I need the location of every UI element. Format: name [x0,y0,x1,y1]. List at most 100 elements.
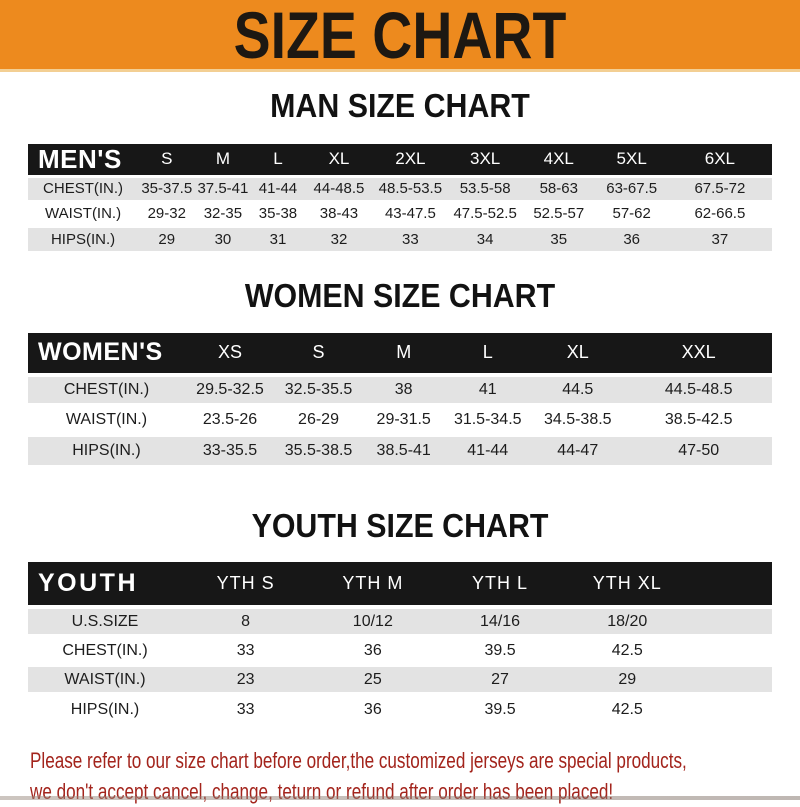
size-value-cell: 35-37.5 [138,174,196,202]
size-column-header: M [362,332,446,375]
size-column-header: XXL [625,332,772,375]
table-row: CHEST(IN.) 33 36 39.5 42.5 [28,634,772,666]
size-column-header: XL [530,332,626,375]
row-label: WAIST(IN.) [28,663,182,695]
bottom-edge-line [0,796,800,800]
size-value-cell: 36 [309,692,437,724]
size-value-cell: 62-66.5 [667,199,772,227]
youth-header-row: YOUTH YTH S YTH M YTH L YTH XL [28,562,772,608]
size-value-cell: 63-67.5 [595,174,668,202]
size-value-cell: 44-47 [530,432,626,465]
size-column-header: XL [305,143,373,177]
spacer-cell [690,692,772,724]
size-value-cell: 35 [521,224,596,252]
size-chart-banner: SIZE CHART [0,0,800,72]
youth-section: YOUTH SIZE CHART YOUTH YTH S YTH M YTH L YTH… [0,506,800,724]
size-value-cell: 32.5-35.5 [274,372,363,405]
size-column-header: L [250,143,306,177]
size-value-cell: 36 [309,634,437,666]
row-label: HIPS(IN.) [28,692,182,724]
size-value-cell: 37 [667,224,772,252]
size-column-header: M [195,143,251,177]
size-value-cell: 34.5-38.5 [530,402,626,435]
table-corner-label: MEN'S [28,143,139,177]
size-value-cell: 53.5-58 [448,174,522,202]
size-value-cell: 47.5-52.5 [448,199,522,227]
women-header-row: WOMEN'S XS S M L XL XXL [28,332,772,375]
spacer-cell [690,605,772,637]
size-value-cell: 10/12 [309,605,437,637]
size-value-cell: 23 [182,663,310,695]
size-value-cell: 44.5 [530,372,626,405]
size-value-cell: 26-29 [274,402,363,435]
size-value-cell: 39.5 [436,692,564,724]
size-value-cell: 48.5-53.5 [372,174,449,202]
size-value-cell: 57-62 [595,199,668,227]
size-value-cell: 38-43 [305,199,373,227]
size-column-header: XS [184,332,275,375]
size-column-header: YTH XL [563,562,691,608]
size-value-cell: 67.5-72 [667,174,772,202]
table-row: U.S.SIZE 8 10/12 14/16 18/20 [28,605,772,637]
row-label: HIPS(IN.) [28,432,185,465]
table-row: WAIST(IN.) 23 25 27 29 [28,663,772,695]
size-value-cell: 29.5-32.5 [184,372,275,405]
men-section: MAN SIZE CHART MEN'S S M L XL 2XL 3XL 4XL 5XL 6XL… [0,88,800,252]
size-value-cell: 47-50 [625,432,772,465]
table-row: HIPS(IN.) 29 30 31 32 33 34 35 36 37 [28,224,772,252]
youth-section-heading: YOUTH SIZE CHART [251,506,549,544]
table-row: WAIST(IN.) 23.5-26 26-29 29-31.5 31.5-34.5 34… [28,402,772,435]
women-section-heading: WOMEN SIZE CHART [244,277,556,315]
size-value-cell: 33 [182,692,310,724]
size-value-cell: 42.5 [563,692,691,724]
size-value-cell: 37.5-41 [195,174,251,202]
table-row: CHEST(IN.) 35-37.5 37.5-41 41-44 44-48.5 48.5… [28,174,772,202]
size-value-cell: 38 [362,372,446,405]
table-row: WAIST(IN.) 29-32 32-35 35-38 38-43 43-47.5 47.… [28,199,772,227]
size-value-cell: 18/20 [563,605,691,637]
size-value-cell: 43-47.5 [372,199,449,227]
size-value-cell: 32 [305,224,373,252]
size-column-header: 4XL [521,143,596,177]
size-value-cell: 44.5-48.5 [625,372,772,405]
size-value-cell: 41-44 [445,432,531,465]
size-value-cell: 23.5-26 [184,402,275,435]
row-label: HIPS(IN.) [28,224,139,252]
size-value-cell: 42.5 [563,634,691,666]
disclaimer-text: Please refer to our size chart before or… [30,745,800,807]
men-header-row: MEN'S S M L XL 2XL 3XL 4XL 5XL 6XL [28,143,772,177]
size-column-header: YTH S [182,562,310,608]
size-value-cell: 29-31.5 [362,402,446,435]
size-value-cell: 25 [309,663,437,695]
size-value-cell: 33 [182,634,310,666]
size-value-cell: 8 [182,605,310,637]
disclaimer-line-1: Please refer to our size chart before or… [30,748,687,774]
size-column-header: L [445,332,531,375]
size-column-header: S [274,332,363,375]
size-value-cell: 52.5-57 [521,199,596,227]
size-value-cell: 14/16 [436,605,564,637]
size-column-header: S [138,143,196,177]
size-column-header: YTH L [436,562,564,608]
size-column-header: 3XL [448,143,522,177]
spacer-cell [690,663,772,695]
size-value-cell: 38.5-42.5 [625,402,772,435]
size-column-header: YTH M [309,562,437,608]
size-value-cell: 31 [250,224,306,252]
size-value-cell: 34 [448,224,522,252]
size-value-cell: 27 [436,663,564,695]
size-value-cell: 41 [445,372,531,405]
size-value-cell: 32-35 [195,199,251,227]
row-label: WAIST(IN.) [28,199,139,227]
disclaimer-line-2: we don't accept cancel, change, teturn o… [30,779,614,805]
size-value-cell: 36 [595,224,668,252]
women-section: WOMEN SIZE CHART WOMEN'S XS S M L XL XXL CHEST… [0,277,800,465]
table-corner-label: YOUTH [28,562,182,608]
size-value-cell: 35.5-38.5 [274,432,363,465]
size-column-header: 5XL [595,143,668,177]
size-value-cell: 39.5 [436,634,564,666]
size-value-cell: 29 [138,224,196,252]
size-value-cell: 41-44 [250,174,306,202]
men-size-table: MEN'S S M L XL 2XL 3XL 4XL 5XL 6XL CHEST(IN.) 35-3… [28,143,772,252]
